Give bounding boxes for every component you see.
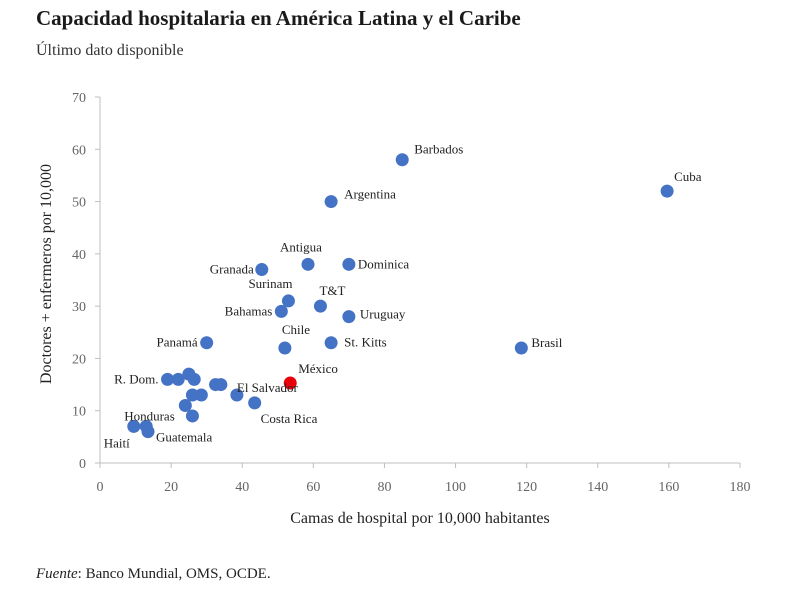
source-label: Fuente (36, 566, 78, 582)
x-tick-label: 120 (516, 480, 537, 495)
y-tick-label: 10 (72, 405, 86, 420)
y-tick-label: 0 (79, 457, 86, 472)
data-points (127, 153, 674, 439)
point-cuba (660, 184, 674, 198)
chart-subtitle: Último dato disponible (36, 42, 184, 59)
label-st-kitts: St. Kitts (344, 335, 387, 350)
x-axis-label: Camas de hospital por 10,000 habitantes (290, 510, 550, 527)
x-tick-label: 140 (587, 480, 608, 495)
label-antigua: Antigua (280, 239, 322, 254)
label-cuba: Cuba (674, 169, 702, 184)
point-r-dom- (161, 372, 175, 386)
point (187, 372, 201, 386)
y-tick-label: 60 (72, 143, 86, 158)
label-r-dom-: R. Dom. (114, 371, 158, 386)
point-antigua (301, 257, 315, 271)
x-tick-label: 180 (730, 480, 751, 495)
label-argentina: Argentina (344, 187, 396, 202)
label-m-xico: México (298, 361, 338, 376)
label-panam-: Panamá (157, 335, 198, 350)
point-costa-rica (248, 396, 262, 410)
label-costa-rica: Costa Rica (261, 411, 318, 426)
point (171, 372, 185, 386)
point-chile (278, 341, 292, 355)
x-tick-label: 100 (445, 480, 466, 495)
point-dominica (342, 257, 356, 271)
point-granada (255, 263, 269, 277)
label-barbados: Barbados (414, 142, 463, 157)
x-tick-label: 60 (306, 480, 320, 495)
tick-labels: 0 20 40 60 80 100 120 140 160 180 0 10 20 30 40 50 60 70 (72, 91, 751, 495)
point-hait- (127, 419, 141, 433)
y-axis-label: Doctores + enfermeros por 10,000 (38, 164, 55, 384)
source-note: Fuente: Banco Mundial, OMS, OCDE. (36, 566, 271, 583)
point (185, 409, 199, 423)
label-t-t: T&T (319, 283, 345, 298)
x-tick-label: 0 (97, 480, 104, 495)
point-surinam (281, 294, 295, 308)
label-honduras: Honduras (124, 408, 175, 423)
y-tick-label: 70 (72, 91, 86, 106)
label-surinam: Surinam (248, 276, 292, 291)
y-tick-label: 30 (72, 300, 86, 315)
point-argentina (324, 195, 338, 209)
label-dominica: Dominica (358, 256, 409, 271)
source-text: : Banco Mundial, OMS, OCDE. (77, 566, 271, 582)
point (194, 388, 208, 402)
label-el-salvador: El Salvador (237, 380, 299, 395)
y-tick-label: 20 (72, 352, 86, 367)
point-barbados (395, 153, 409, 167)
point-m-xico (283, 376, 297, 390)
chart-axes (95, 96, 741, 468)
label-chile: Chile (282, 322, 310, 337)
label-brasil: Brasil (531, 335, 562, 350)
point-bahamas (274, 304, 288, 318)
point (185, 388, 199, 402)
x-tick-label: 40 (235, 480, 249, 495)
y-tick-label: 40 (72, 248, 86, 263)
point-brasil (514, 341, 528, 355)
point-labels: Barbados Cuba Argentina Antigua Dominica Gran… (104, 142, 702, 451)
point-el-salvador (230, 388, 244, 402)
y-tick-label: 50 (72, 196, 86, 211)
label-bahamas: Bahamas (225, 303, 273, 318)
x-tick-label: 80 (377, 480, 391, 495)
label-granada: Granada (210, 262, 254, 277)
point-t-t (313, 299, 327, 313)
x-tick-label: 160 (658, 480, 679, 495)
point-uruguay (342, 310, 356, 324)
label-guatemala: Guatemala (156, 430, 213, 445)
point-st-kitts (324, 336, 338, 350)
point-panam- (200, 336, 214, 350)
point (178, 398, 192, 412)
chart-title: Capacidad hospitalaria en América Latina… (36, 6, 521, 30)
x-tick-label: 20 (164, 480, 178, 495)
point-guatemala (141, 425, 155, 439)
label-hait-: Haití (104, 435, 130, 450)
point (214, 378, 228, 392)
label-uruguay: Uruguay (360, 307, 406, 322)
